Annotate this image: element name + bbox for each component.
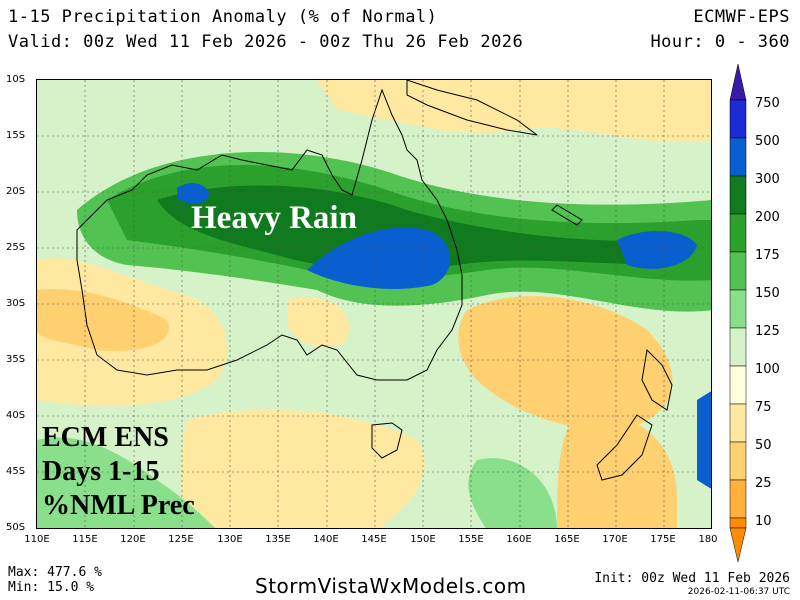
tasmania-coastline [371, 422, 403, 459]
annotation-line-3: %NML Prec [42, 490, 195, 521]
new-caledonia-coastline [551, 204, 583, 226]
lat-label: 10S [6, 74, 26, 85]
timestamp: 2026-02-11-06:37 UTC [687, 587, 790, 597]
annotation-line-1: ECM ENS [42, 422, 169, 453]
lon-label: 150E [410, 534, 436, 545]
field-wet-heavy [157, 185, 677, 271]
forecast-hours: Hour: 0 - 360 [650, 32, 790, 52]
init-time: Init: 00z Wed 11 Feb 2026 [594, 571, 790, 586]
legend-bin [729, 99, 747, 139]
legend-arrow-top [729, 64, 747, 101]
site-name: StormVistaWxModels.com [255, 574, 527, 598]
legend-label: 300 [755, 172, 780, 187]
legend-bin [729, 441, 747, 481]
legend-bin [729, 251, 747, 291]
color-legend [729, 64, 747, 563]
nz-north-coastline [641, 348, 673, 411]
lon-label: 125E [168, 534, 194, 545]
nz-south-coastline [596, 414, 653, 481]
field-max-4 [697, 391, 711, 489]
australia-coastline [76, 88, 463, 381]
legend-bin [729, 289, 747, 329]
legend-arrow-bottom [729, 527, 747, 563]
lon-label: 115E [72, 534, 98, 545]
legend-label: 500 [755, 134, 780, 149]
lat-label: 35S [6, 354, 26, 365]
lon-label: 155E [458, 534, 484, 545]
lon-label: 145E [361, 534, 387, 545]
legend-bin [729, 403, 747, 443]
legend-bin [729, 479, 747, 519]
lon-label: 160E [506, 534, 532, 545]
max-value: Max: 477.6 % [8, 565, 102, 580]
field-wet-s [468, 458, 557, 528]
lon-label: 140E [313, 534, 339, 545]
valid-period: Valid: 00z Wed 11 Feb 2026 - 00z Thu 26 … [8, 32, 524, 52]
field-max-1 [177, 183, 209, 204]
field-max-2 [307, 227, 451, 290]
graticule [37, 80, 711, 528]
legend-bin [729, 137, 747, 177]
map-title: 1-15 Precipitation Anomaly (% of Normal) [8, 7, 438, 27]
legend-bin [729, 365, 747, 405]
legend-label: 75 [755, 400, 772, 415]
field-dry-tasman [458, 296, 673, 429]
lon-label: 135E [265, 534, 291, 545]
lon-label: 110E [24, 534, 50, 545]
field-dry-south [177, 409, 425, 528]
field-dry-west-core [37, 289, 169, 351]
legend-label: 750 [755, 96, 780, 111]
legend-bin [729, 327, 747, 367]
heavy-rain-annotation: Heavy Rain [191, 200, 357, 236]
legend-label: 25 [755, 476, 772, 491]
annotation-line-2: Days 1-15 [42, 456, 160, 487]
legend-bin [729, 175, 747, 215]
legend-label: 150 [755, 286, 780, 301]
legend-label: 125 [755, 324, 780, 339]
field-wet-sw [37, 437, 215, 528]
legend-label: 200 [755, 210, 780, 225]
field-dry-sa [287, 297, 349, 348]
lon-label: 120E [120, 534, 146, 545]
field-max-3 [617, 230, 697, 269]
anomaly-map-canvas [37, 80, 711, 528]
legend-bin [729, 517, 747, 529]
min-value: Min: 15.0 % [8, 580, 95, 595]
lat-label: 50S [6, 522, 26, 533]
model-name: ECMWF-EPS [693, 7, 790, 27]
lat-label: 40S [6, 410, 26, 421]
lat-label: 20S [6, 186, 26, 197]
legend-bin [729, 213, 747, 253]
lon-label: 180 [698, 534, 718, 545]
legend-label: 100 [755, 362, 780, 377]
legend-label: 50 [755, 438, 772, 453]
new-guinea-coastline [406, 80, 538, 136]
lat-label: 30S [6, 298, 26, 309]
lon-label: 165E [554, 534, 580, 545]
lon-label: 175E [650, 534, 676, 545]
lon-label: 170E [602, 534, 628, 545]
anomaly-map: Heavy Rain ECM ENS Days 1-15 %NML Prec [36, 79, 712, 529]
field-dry-north [317, 80, 711, 143]
lat-label: 25S [6, 242, 26, 253]
lat-label: 15S [6, 130, 26, 141]
legend-label: 175 [755, 248, 780, 263]
legend-label: 10 [755, 514, 772, 529]
lon-label: 130E [217, 534, 243, 545]
lat-label: 45S [6, 466, 26, 477]
